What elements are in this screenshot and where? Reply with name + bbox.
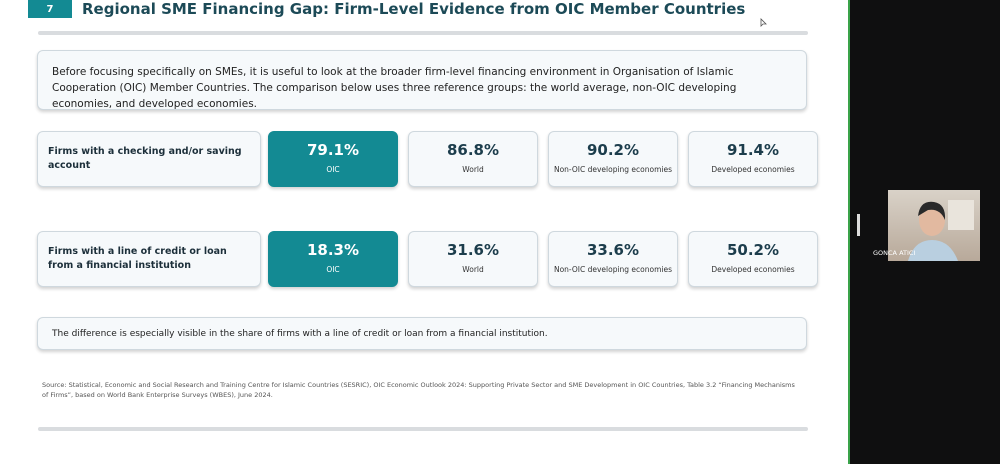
intro-text: Before focusing specifically on SMEs, it…: [37, 50, 807, 110]
metric-label: Developed economies: [711, 265, 795, 274]
metric-label: Developed economies: [711, 165, 795, 174]
participant-name: GONCA ATICI: [873, 249, 916, 257]
metric-value: 86.8%: [446, 141, 500, 159]
participant-video[interactable]: [888, 190, 980, 261]
metric-value: 50.2%: [726, 241, 780, 259]
divider: [38, 427, 808, 431]
divider: [38, 31, 808, 35]
metric-value: 79.1%: [306, 141, 360, 159]
metric-value: 18.3%: [306, 241, 360, 259]
metric-value: 90.2%: [586, 141, 640, 159]
metric-value: 33.6%: [586, 241, 640, 259]
metric-card: 90.2% Non-OIC developing economies: [548, 131, 678, 187]
metric-card: 86.8% World: [408, 131, 538, 187]
metric-value: 91.4%: [726, 141, 780, 159]
note: The difference is especially visible in …: [37, 317, 807, 350]
slide: 7 Regional SME Financing Gap: Firm-Level…: [0, 0, 848, 464]
share-border: [848, 0, 850, 464]
metric-label: Non-OIC developing economies: [553, 165, 673, 174]
row-label: Firms with a line of credit or loan from…: [37, 231, 261, 287]
slide-title: Regional SME Financing Gap: Firm-Level E…: [82, 0, 746, 18]
metric-card: 79.1% OIC: [268, 131, 398, 187]
metric-card: 31.6% World: [408, 231, 538, 287]
metric-label: Non-OIC developing economies: [553, 265, 673, 274]
metric-card: 50.2% Developed economies: [688, 231, 818, 287]
row-label: Firms with a checking and/or saving acco…: [37, 131, 261, 187]
metric-card: 18.3% OIC: [268, 231, 398, 287]
metric-value: 31.6%: [446, 241, 500, 259]
metric-card: 33.6% Non-OIC developing economies: [548, 231, 678, 287]
metric-label: World: [462, 165, 484, 174]
metric-label: OIC: [326, 265, 340, 274]
metric-label: World: [462, 265, 484, 274]
panel-handle[interactable]: [857, 214, 860, 236]
slide-number: 7: [28, 0, 72, 18]
metric-label: OIC: [326, 165, 340, 174]
cursor: [760, 18, 767, 27]
participant-image: [908, 200, 974, 261]
metric-card: 91.4% Developed economies: [688, 131, 818, 187]
source: Source: Statistical, Economic and Social…: [42, 381, 795, 399]
